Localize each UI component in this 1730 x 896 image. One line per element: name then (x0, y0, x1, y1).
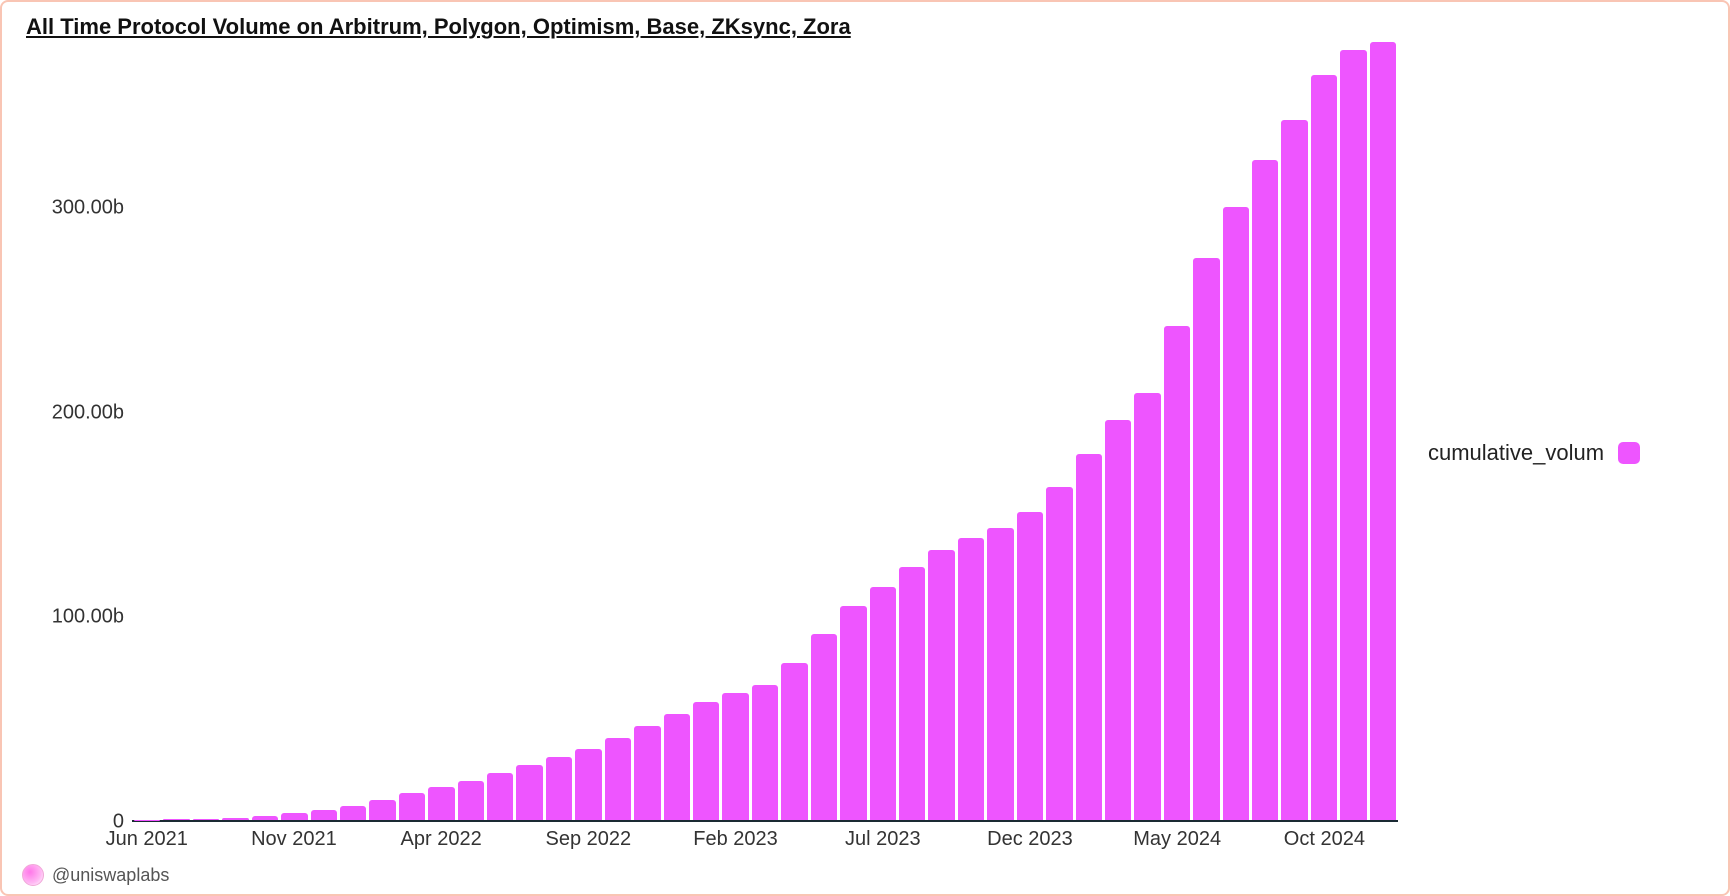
bar (222, 818, 248, 820)
bar (1223, 207, 1249, 820)
x-tick-label: Jun 2021 (106, 828, 188, 851)
bar (399, 793, 425, 820)
x-tick-label: Apr 2022 (401, 828, 482, 851)
bar (1105, 420, 1131, 820)
legend-swatch (1618, 442, 1640, 464)
bar (1076, 454, 1102, 820)
x-tick-label: Nov 2021 (251, 828, 337, 851)
y-tick-label: 200.00b (52, 401, 124, 424)
bar (752, 685, 778, 820)
x-tick-label: Sep 2022 (546, 828, 632, 851)
bar (1134, 393, 1160, 820)
bar (693, 702, 719, 820)
y-axis: 0100.00b200.00b300.00b (22, 44, 132, 822)
bar (1340, 50, 1366, 820)
bar (340, 806, 366, 820)
bar (634, 726, 660, 820)
bar (722, 693, 748, 820)
bar (281, 813, 307, 820)
y-tick-label: 300.00b (52, 196, 124, 219)
x-axis: Jun 2021Nov 2021Apr 2022Sep 2022Feb 2023… (132, 822, 1398, 862)
bar (987, 528, 1013, 820)
chart-area: 0100.00b200.00b300.00b Jun 2021Nov 2021A… (22, 44, 1398, 862)
bar (546, 757, 572, 820)
x-tick-label: May 2024 (1133, 828, 1221, 851)
x-tick-label: Jul 2023 (845, 828, 921, 851)
bar (1311, 75, 1337, 820)
bar (811, 634, 837, 820)
bar (487, 773, 513, 820)
bar (1164, 326, 1190, 820)
y-tick-label: 100.00b (52, 606, 124, 629)
plot-wrap: 0100.00b200.00b300.00b (22, 44, 1398, 822)
bar (899, 567, 925, 820)
bar (311, 810, 337, 820)
bar (428, 787, 454, 820)
x-tick-label: Dec 2023 (987, 828, 1073, 851)
bar (1193, 258, 1219, 820)
bar (781, 663, 807, 820)
attribution: @uniswaplabs (22, 864, 1708, 886)
attribution-handle: @uniswaplabs (52, 865, 169, 886)
bar (870, 587, 896, 820)
bar (958, 538, 984, 820)
bar (605, 738, 631, 820)
bar (840, 606, 866, 820)
bar (252, 816, 278, 820)
bar (1370, 42, 1396, 820)
uniswap-logo-icon (22, 864, 44, 886)
bar (928, 550, 954, 820)
x-tick-label: Oct 2024 (1284, 828, 1365, 851)
bar (1017, 512, 1043, 820)
bar (575, 749, 601, 820)
plot-region (132, 44, 1398, 822)
chart-frame: All Time Protocol Volume on Arbitrum, Po… (0, 0, 1730, 896)
legend: cumulative_volum (1398, 44, 1708, 862)
bar (163, 819, 189, 820)
x-tick-label: Feb 2023 (693, 828, 778, 851)
bar (516, 765, 542, 820)
bar (664, 714, 690, 820)
bar (458, 781, 484, 820)
legend-label: cumulative_volum (1428, 440, 1604, 466)
bar (369, 800, 395, 820)
chart-row: 0100.00b200.00b300.00b Jun 2021Nov 2021A… (22, 44, 1708, 862)
legend-item-cumulative-volume: cumulative_volum (1428, 440, 1640, 466)
bar (1252, 160, 1278, 820)
bar (1046, 487, 1072, 820)
chart-title: All Time Protocol Volume on Arbitrum, Po… (26, 14, 1708, 40)
bar (1281, 120, 1307, 820)
bar (193, 819, 219, 820)
